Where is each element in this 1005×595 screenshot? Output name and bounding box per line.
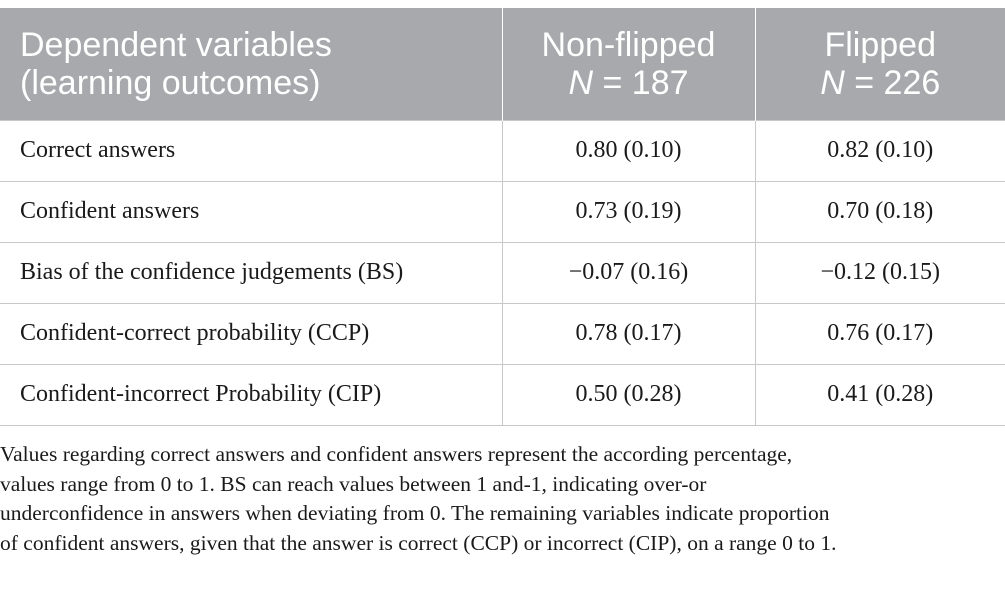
cell-non-flipped: 0.80 (0.10) — [501, 119, 756, 182]
cell-flipped: 0.76 (0.17) — [754, 302, 1005, 365]
table-footnote: Values regarding correct answers and con… — [0, 440, 1005, 558]
row-label: Correct answers — [0, 119, 503, 182]
header-col3-line1: Flipped — [824, 25, 936, 64]
header-col1-line1: Dependent variables — [20, 25, 332, 64]
footnote-line: of confident answers, given that the ans… — [0, 530, 837, 555]
cell-flipped: 0.41 (0.28) — [754, 363, 1005, 426]
header-row: Dependent variables (learning outcomes) … — [0, 8, 1005, 120]
table-row: Confident-incorrect Probability (CIP) 0.… — [0, 363, 1005, 426]
footnote-line: values range from 0 to 1. BS can reach v… — [0, 471, 707, 496]
header-col3-count: = 226 — [844, 63, 941, 102]
table-row: Correct answers 0.80 (0.10) 0.82 (0.10) — [0, 119, 1005, 182]
header-col2-count: = 187 — [593, 63, 689, 102]
footnote-line: Values regarding correct answers and con… — [0, 442, 793, 466]
header-col1-line2: (learning outcomes) — [20, 63, 321, 102]
table-row: Confident answers 0.73 (0.19) 0.70 (0.18… — [0, 180, 1005, 243]
header-flipped: Flipped N = 226 — [755, 8, 1005, 120]
header-col2-n-symbol: N — [568, 63, 594, 102]
header-col3-n-symbol: N — [820, 63, 845, 102]
header-non-flipped: Non-flipped N = 187 — [502, 8, 756, 120]
footnote-line: underconfidence in answers when deviatin… — [0, 501, 830, 525]
header-col3-line2: N = 226 — [756, 64, 1005, 102]
cell-non-flipped: −0.07 (0.16) — [501, 241, 756, 304]
header-col2-line2: N = 187 — [503, 64, 755, 102]
cell-non-flipped: 0.78 (0.17) — [501, 302, 756, 365]
cell-flipped: −0.12 (0.15) — [754, 241, 1005, 304]
row-label: Confident answers — [0, 180, 503, 243]
header-col2-line1: Non-flipped — [541, 25, 716, 64]
row-label: Confident-incorrect Probability (CIP) — [0, 363, 503, 426]
cell-non-flipped: 0.73 (0.19) — [501, 180, 756, 243]
cell-flipped: 0.70 (0.18) — [754, 180, 1005, 243]
cell-non-flipped: 0.50 (0.28) — [501, 363, 756, 426]
row-label: Confident-correct probability (CCP) — [0, 302, 503, 365]
table-row: Confident-correct probability (CCP) 0.78… — [0, 302, 1005, 365]
table-row: Bias of the confidence judgements (BS) −… — [0, 241, 1005, 304]
results-table: Dependent variables (learning outcomes) … — [0, 8, 1005, 426]
table-body: Correct answers 0.80 (0.10) 0.82 (0.10) … — [0, 119, 1005, 426]
row-label: Bias of the confidence judgements (BS) — [0, 241, 503, 304]
header-dependent-variables: Dependent variables (learning outcomes) — [0, 8, 503, 120]
table-header: Dependent variables (learning outcomes) … — [0, 8, 1005, 120]
cell-flipped: 0.82 (0.10) — [754, 119, 1005, 182]
